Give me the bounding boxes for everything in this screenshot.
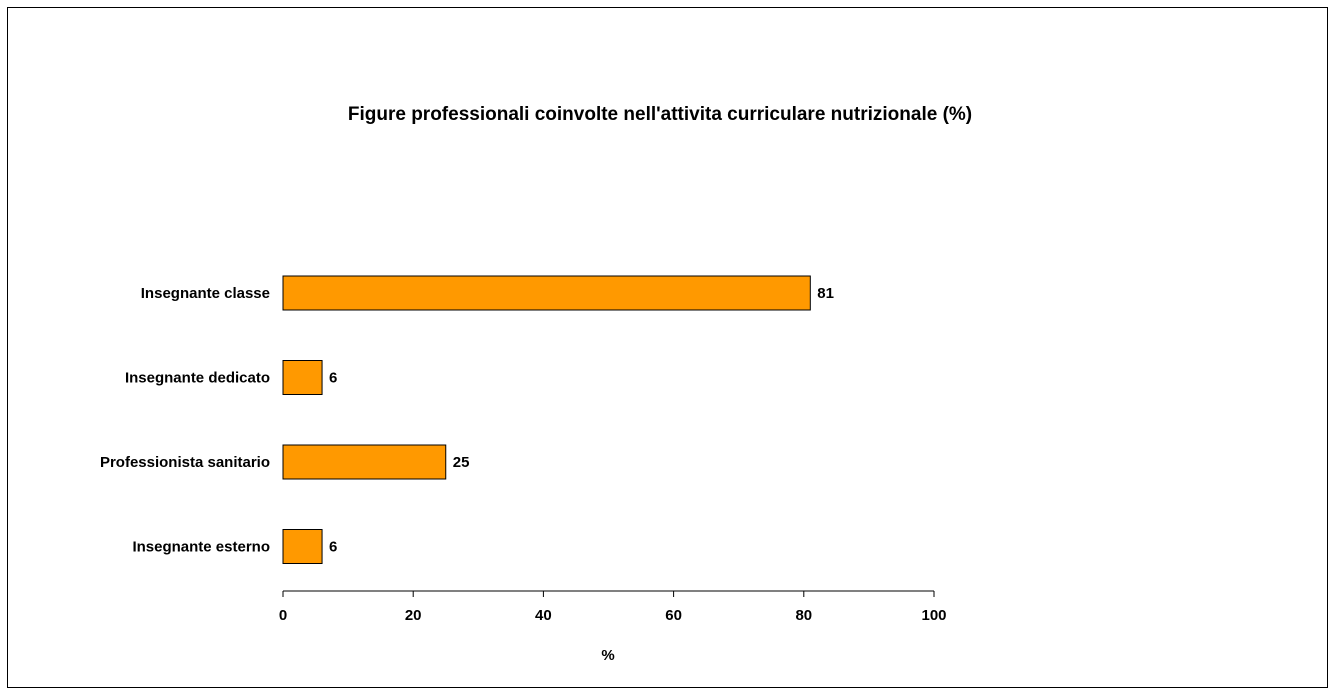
category-label: Insegnante classe bbox=[141, 285, 270, 302]
x-tick-label: 60 bbox=[665, 607, 682, 624]
bar bbox=[282, 275, 811, 311]
x-tick-label: 0 bbox=[279, 607, 287, 624]
x-tick-label: 20 bbox=[405, 607, 422, 624]
bar bbox=[282, 360, 323, 395]
x-axis-title: % bbox=[601, 647, 614, 664]
x-tick-label: 80 bbox=[795, 607, 812, 624]
data-label: 6 bbox=[329, 539, 337, 556]
x-tick-label: 40 bbox=[535, 607, 552, 624]
data-label: 25 bbox=[453, 454, 470, 471]
category-label: Professionista sanitario bbox=[100, 454, 270, 471]
bar bbox=[282, 444, 447, 480]
chart-title: Figure professionali coinvolte nell'atti… bbox=[348, 104, 972, 125]
data-label: 6 bbox=[329, 370, 337, 387]
bar bbox=[282, 529, 323, 564]
category-label: Insegnante esterno bbox=[132, 539, 270, 556]
x-tick-label: 100 bbox=[921, 607, 946, 624]
data-label: 81 bbox=[817, 285, 834, 302]
bars-layer: Insegnante classe 81 Insegnante dedicato 6 P… bbox=[100, 275, 834, 564]
chart-frame bbox=[7, 7, 1328, 688]
category-label: Insegnante dedicato bbox=[125, 370, 270, 387]
x-axis: 0 20 40 60 80 100 bbox=[279, 590, 947, 624]
